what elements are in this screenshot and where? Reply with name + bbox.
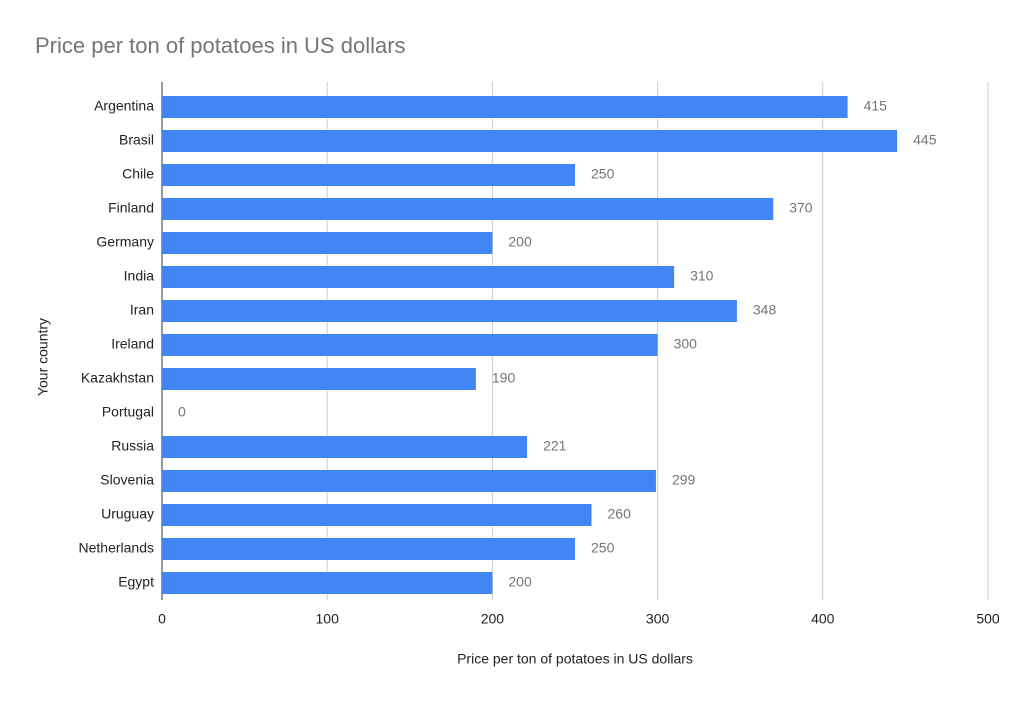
bar [162, 504, 592, 526]
bar [162, 368, 476, 390]
y-tick-label: Ireland [111, 336, 154, 352]
y-tick-label: India [124, 268, 155, 284]
y-tick-label: Iran [130, 302, 154, 318]
x-tick-label: 200 [481, 611, 505, 627]
value-label: 310 [690, 268, 714, 284]
value-label: 250 [591, 166, 615, 182]
y-tick-label: Brasil [119, 132, 154, 148]
bar [162, 470, 656, 492]
bar [162, 96, 848, 118]
value-label: 415 [864, 98, 888, 114]
y-tick-label: Finland [108, 200, 154, 216]
value-label: 299 [672, 472, 696, 488]
value-label: 0 [178, 404, 186, 420]
y-tick-label: Slovenia [100, 472, 154, 488]
value-label: 445 [913, 132, 937, 148]
y-tick-label: Chile [122, 166, 154, 182]
x-axis-title: Price per ton of potatoes in US dollars [457, 651, 693, 667]
bar [162, 130, 898, 152]
value-label: 250 [591, 540, 615, 556]
x-tick-label: 400 [811, 611, 835, 627]
y-axis-title: Your country [35, 318, 51, 396]
x-tick-label: 300 [646, 611, 670, 627]
bar [162, 300, 737, 322]
x-tick-label: 0 [158, 611, 166, 627]
y-tick-label: Egypt [118, 574, 154, 590]
bar [162, 538, 575, 560]
bar [162, 266, 675, 288]
bar [162, 198, 774, 220]
x-tick-label: 100 [316, 611, 340, 627]
bar [162, 572, 493, 594]
y-tick-label: Kazakhstan [81, 370, 154, 386]
value-label: 200 [508, 234, 532, 250]
bar [162, 436, 528, 458]
bar [162, 164, 575, 186]
y-tick-label: Portugal [102, 404, 154, 420]
value-label: 200 [508, 574, 532, 590]
y-tick-label: Netherlands [79, 540, 155, 556]
value-label: 190 [492, 370, 516, 386]
y-tick-label: Germany [96, 234, 154, 250]
chart-title: Price per ton of potatoes in US dollars [35, 33, 406, 58]
y-tick-label: Russia [111, 438, 154, 454]
value-label: 300 [674, 336, 698, 352]
y-tick-label: Uruguay [101, 506, 154, 522]
value-label: 221 [543, 438, 567, 454]
x-tick-label: 500 [976, 611, 1000, 627]
bar [162, 232, 493, 254]
value-label: 260 [608, 506, 632, 522]
y-tick-label: Argentina [94, 98, 154, 114]
value-label: 370 [789, 200, 813, 216]
value-label: 348 [753, 302, 777, 318]
bar [162, 334, 658, 356]
